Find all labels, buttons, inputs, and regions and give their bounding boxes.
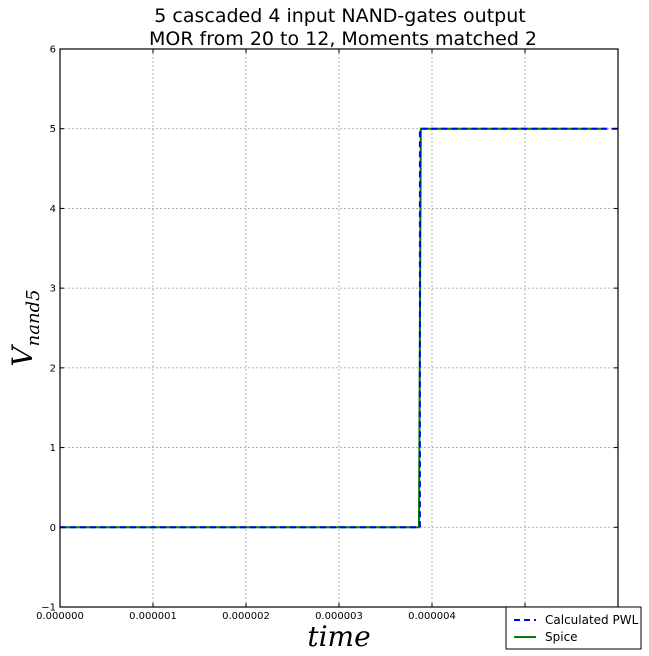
y-axis-label: Vnand5 xyxy=(6,289,44,366)
series-line-spice xyxy=(60,127,606,529)
y-tick-label: 4 xyxy=(50,204,56,215)
legend-label-calculated-pwl: Calculated PWL xyxy=(545,613,639,627)
y-tick-label: 2 xyxy=(50,363,56,374)
ticks: 0.000000 0.000001 0.000002 0.000003 0.000004… xyxy=(36,45,618,622)
series-layer xyxy=(60,127,618,529)
legend-label-spice: Spice xyxy=(545,630,578,644)
y-tick-label: 1 xyxy=(50,443,56,454)
y-tick-label: 6 xyxy=(50,45,56,56)
y-axis-label-main: V xyxy=(6,344,39,367)
plot-frame xyxy=(59,48,619,608)
x-tick-label: 0.000004 xyxy=(408,611,456,622)
y-tick-label: 0 xyxy=(50,523,56,534)
legend-box xyxy=(505,606,642,650)
grid xyxy=(60,49,618,607)
x-tick-label: 0.000000 xyxy=(36,611,84,622)
legend: Calculated PWL Spice xyxy=(505,606,642,650)
y-tick-label: −1 xyxy=(41,603,56,614)
chart-title-line2: MOR from 20 to 12, Moments matched 2 xyxy=(149,28,537,50)
chart-title-line1: 5 cascaded 4 input NAND-gates output xyxy=(154,5,525,27)
x-axis-label: time xyxy=(307,620,370,653)
x-tick-label: 0.000001 xyxy=(129,611,177,622)
svg-text:Vnand5: Vnand5 xyxy=(6,289,44,366)
x-tick-label: 0.000002 xyxy=(222,611,270,622)
y-tick-label: 3 xyxy=(50,284,56,295)
x-tick-label: 0.000003 xyxy=(315,611,363,622)
y-tick-label: 5 xyxy=(50,124,56,135)
y-axis-label-sub: nand5 xyxy=(23,289,44,346)
series-line-calculated-pwl xyxy=(60,127,618,529)
